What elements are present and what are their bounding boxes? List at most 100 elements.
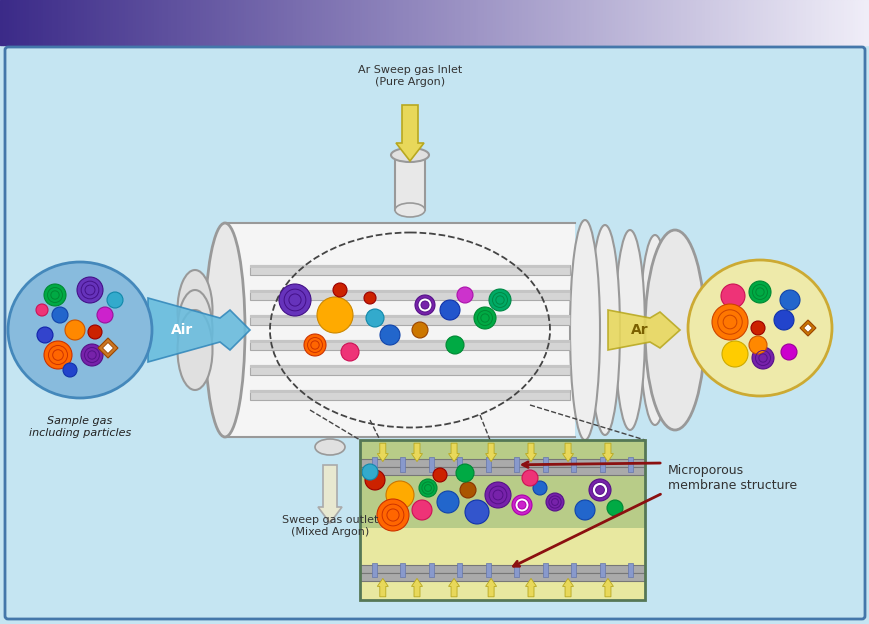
Bar — [591, 0, 594, 45]
Bar — [342, 0, 345, 45]
Circle shape — [446, 336, 463, 354]
Circle shape — [595, 485, 604, 494]
Bar — [202, 0, 206, 45]
Bar — [243, 0, 246, 45]
Bar — [225, 223, 574, 437]
Bar — [458, 0, 461, 45]
Bar — [400, 457, 405, 472]
Bar — [756, 0, 759, 45]
Bar — [102, 0, 104, 45]
Bar — [802, 0, 806, 45]
Bar — [107, 0, 110, 45]
Circle shape — [592, 482, 607, 498]
Circle shape — [488, 289, 510, 311]
Bar — [58, 0, 61, 45]
Bar — [78, 0, 81, 45]
Bar — [498, 0, 501, 45]
Bar — [863, 0, 866, 45]
Circle shape — [53, 349, 63, 360]
Bar — [515, 0, 519, 45]
Bar — [26, 0, 29, 45]
Bar — [37, 0, 41, 45]
Bar — [211, 0, 215, 45]
Bar — [194, 0, 197, 45]
Circle shape — [779, 290, 799, 310]
Circle shape — [758, 354, 766, 362]
Bar — [174, 0, 176, 45]
Circle shape — [85, 285, 95, 295]
Bar — [281, 0, 284, 45]
Circle shape — [44, 341, 72, 369]
Bar — [826, 0, 828, 45]
Bar — [406, 0, 408, 45]
Bar — [788, 0, 791, 45]
Bar — [706, 0, 710, 45]
Circle shape — [748, 336, 766, 354]
Bar — [643, 0, 646, 45]
Circle shape — [363, 292, 375, 304]
Bar — [782, 0, 785, 45]
Circle shape — [96, 307, 113, 323]
Text: Sample gas
including particles: Sample gas including particles — [29, 416, 131, 437]
Circle shape — [512, 495, 531, 515]
Circle shape — [333, 283, 347, 297]
Circle shape — [495, 296, 504, 304]
FancyArrow shape — [411, 578, 422, 597]
Bar — [417, 0, 420, 45]
Bar — [832, 0, 834, 45]
Bar — [837, 0, 840, 45]
Bar — [695, 0, 698, 45]
Bar — [527, 0, 530, 45]
Bar — [715, 0, 719, 45]
Bar — [249, 365, 569, 368]
Bar — [747, 0, 750, 45]
Bar — [376, 0, 380, 45]
Circle shape — [417, 298, 432, 312]
Bar — [797, 0, 799, 45]
Bar — [163, 0, 165, 45]
Circle shape — [750, 321, 764, 335]
Circle shape — [107, 292, 123, 308]
Bar — [533, 0, 536, 45]
FancyArrow shape — [395, 105, 423, 161]
Bar — [356, 0, 359, 45]
Bar — [556, 0, 559, 45]
Bar — [475, 0, 478, 45]
Bar — [811, 0, 814, 45]
Bar — [736, 0, 739, 45]
Circle shape — [722, 315, 736, 329]
Bar — [41, 0, 43, 45]
Bar — [484, 0, 487, 45]
Bar — [104, 0, 107, 45]
Bar — [241, 0, 243, 45]
Circle shape — [546, 493, 563, 511]
Bar — [272, 0, 275, 45]
Ellipse shape — [315, 439, 345, 455]
Bar — [133, 0, 136, 45]
Bar — [785, 0, 788, 45]
Bar — [206, 0, 209, 45]
Bar — [654, 0, 658, 45]
Circle shape — [36, 304, 48, 316]
Bar — [602, 0, 606, 45]
Bar — [371, 457, 376, 472]
Circle shape — [77, 277, 103, 303]
Bar — [249, 315, 569, 325]
Bar — [246, 0, 249, 45]
Bar — [675, 0, 678, 45]
Ellipse shape — [589, 225, 620, 435]
Bar — [860, 0, 863, 45]
Bar — [698, 0, 701, 45]
Bar — [180, 0, 182, 45]
Bar — [32, 0, 35, 45]
Bar — [632, 0, 634, 45]
Ellipse shape — [390, 148, 428, 162]
Circle shape — [773, 310, 793, 330]
Bar — [574, 0, 576, 45]
Bar — [76, 0, 78, 45]
Bar — [371, 0, 374, 45]
Bar — [541, 0, 545, 45]
Bar — [628, 0, 632, 45]
Circle shape — [289, 294, 301, 306]
Circle shape — [387, 509, 399, 521]
